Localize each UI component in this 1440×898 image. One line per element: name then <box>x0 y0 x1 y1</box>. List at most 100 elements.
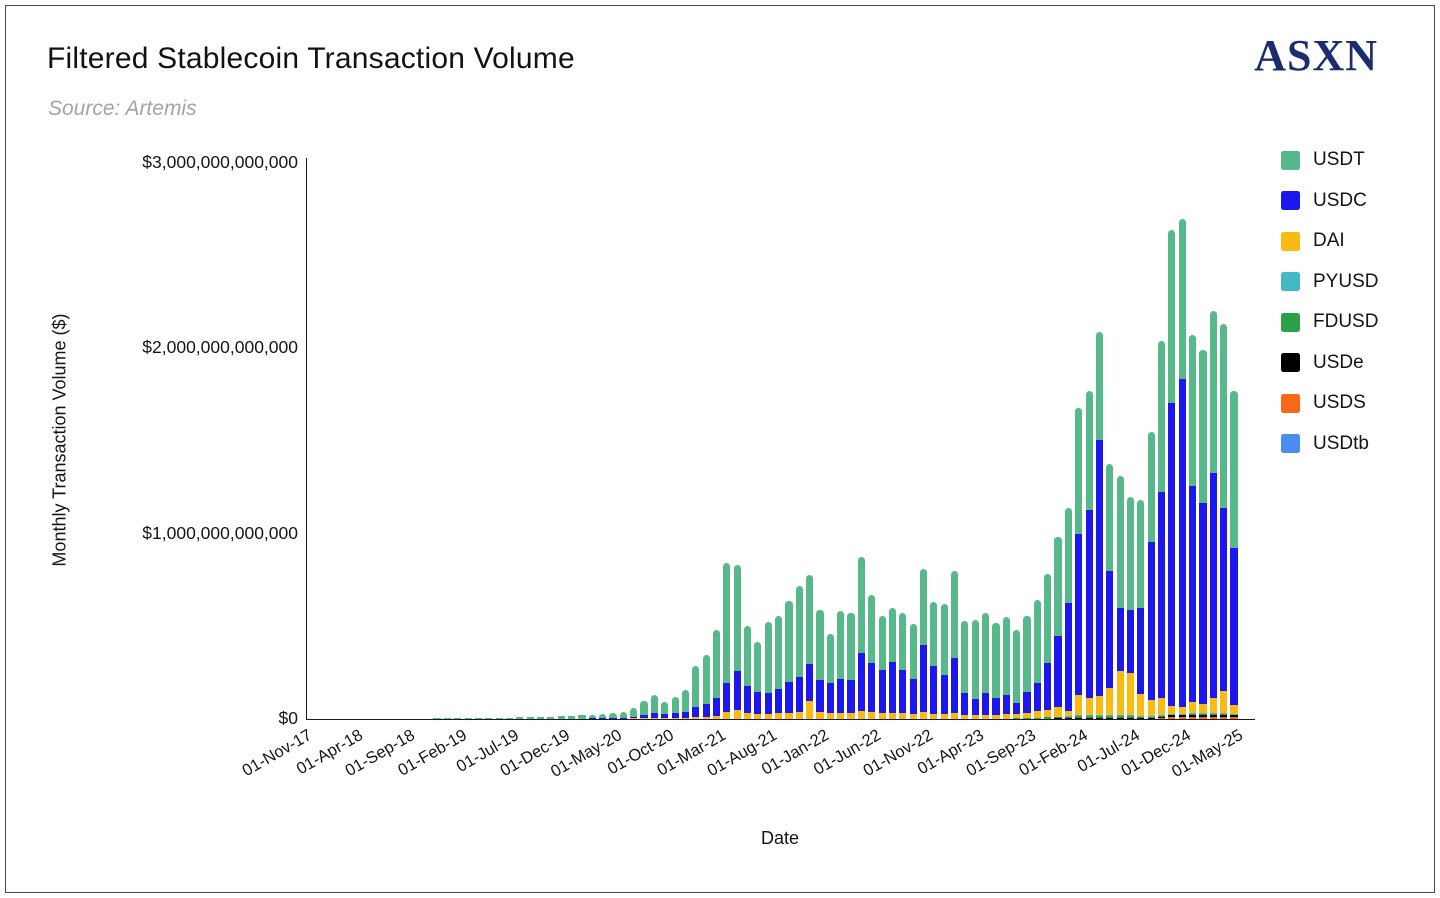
bar-segment-USDC-Apr-23 <box>971 699 979 716</box>
bar-segment-USDT-Mar-20 <box>588 714 596 719</box>
bar-segment-USDT-Mar-25 <box>1209 311 1217 473</box>
bar-segment-USDS-Dec-24 <box>1178 717 1186 719</box>
bar-segment-USDC-Sep-21 <box>775 689 783 714</box>
bar-segment-USDT-Nov-19 <box>547 716 555 719</box>
bar-segment-FDUSD-Apr-25 <box>1220 713 1228 715</box>
bar-segment-DAI-Sep-23 <box>1023 712 1031 719</box>
y-tick-label: $2,000,000,000,000 <box>142 337 298 358</box>
bar-segment-PYUSD-Feb-25 <box>1199 713 1207 714</box>
bar-segment-USDC-Aug-21 <box>764 693 772 714</box>
bar-segment-FDUSD-Nov-23 <box>1044 717 1052 719</box>
bar-segment-USDe-Jan-24 <box>1064 718 1072 719</box>
bar-segment-DAI-Sep-21 <box>775 713 783 719</box>
bar-segment-USDC-Oct-24 <box>1157 491 1166 698</box>
bar-segment-DAI-May-22 <box>857 710 865 719</box>
bar-segment-USDe-Jul-24 <box>1126 717 1135 719</box>
bar-segment-USDS-Mar-25 <box>1209 716 1217 719</box>
bar-segment-DAI-May-24 <box>1106 688 1114 716</box>
bar-segment-USDT-Aug-22 <box>888 607 897 662</box>
bar-segment-USDC-Nov-24 <box>1168 402 1176 706</box>
bar-segment-USDS-Apr-25 <box>1220 716 1228 719</box>
bar-segment-DAI-Jan-22 <box>816 711 824 719</box>
legend-label-USDC: USDC <box>1313 189 1367 211</box>
bar-segment-USDT-Jun-21 <box>743 626 752 686</box>
bar-segment-DAI-Jun-22 <box>868 711 876 719</box>
bar-segment-USDT-Jun-22 <box>868 595 876 663</box>
bar-segment-FDUSD-Jan-25 <box>1189 713 1197 715</box>
bar-segment-USDS-Feb-25 <box>1199 716 1207 719</box>
bar-segment-USDT-Sep-20 <box>650 694 658 714</box>
bar-segment-USDC-Sep-24 <box>1147 541 1155 700</box>
bar-segment-DAI-Apr-21 <box>723 712 731 719</box>
bar-segment-DAI-Oct-23 <box>1033 710 1041 718</box>
bar-segment-DAI-Jun-21 <box>743 713 752 719</box>
bar-segment-FDUSD-Dec-24 <box>1178 714 1186 716</box>
bar-segment-USDT-Oct-20 <box>661 702 669 714</box>
bar-segment-USDC-Mar-23 <box>961 692 969 715</box>
bar-segment-USDT-Sep-19 <box>526 717 534 719</box>
bar-segment-DAI-Apr-23 <box>971 715 979 719</box>
bar-segment-DAI-Jul-24 <box>1126 673 1135 716</box>
bar-segment-USDe-May-25 <box>1230 714 1238 717</box>
bar-segment-USDT-Dec-19 <box>557 716 565 719</box>
x-axis-line <box>305 718 1255 721</box>
bar-segment-USDT-Jun-20 <box>619 711 627 718</box>
bar-segment-DAI-Nov-21 <box>795 711 803 719</box>
bar-segment-USDT-Oct-19 <box>536 716 545 719</box>
bar-segment-USDT-Jun-19 <box>495 717 503 719</box>
bar-segment-USDe-Mar-24 <box>1085 717 1093 719</box>
bar-segment-USDC-Feb-25 <box>1199 502 1207 705</box>
bar-segment-USDC-Feb-23 <box>950 657 959 714</box>
bar-segment-USDT-Mar-23 <box>961 620 969 693</box>
bar-segment-USDT-Apr-25 <box>1220 324 1228 509</box>
bar-segment-USDC-Apr-21 <box>723 682 731 713</box>
bar-segment-USDT-May-23 <box>982 613 990 694</box>
bar-segment-USDC-Jul-20 <box>630 716 638 719</box>
bar-segment-USDC-Jun-21 <box>743 685 752 714</box>
bar-segment-USDT-Mar-22 <box>837 610 845 680</box>
bar-segment-USDT-May-19 <box>485 717 493 719</box>
bar-segment-DAI-Feb-23 <box>950 713 959 719</box>
bar-segment-DAI-Feb-21 <box>702 716 710 719</box>
legend-swatch-DAI <box>1281 231 1300 251</box>
bar-segment-USDT-Aug-20 <box>640 701 648 715</box>
legend-label-USDS: USDS <box>1313 392 1366 413</box>
bar-segment-USDC-Apr-24 <box>1095 439 1104 696</box>
bar-segment-USDC-Aug-20 <box>640 714 648 718</box>
bar-segment-USDC-Mar-22 <box>837 679 845 713</box>
legend-swatch-PYUSD <box>1281 272 1300 291</box>
bar-segment-USDT-May-24 <box>1106 463 1114 571</box>
legend-item-USDC: USDC <box>1281 189 1378 211</box>
bar-segment-FDUSD-Feb-25 <box>1199 713 1207 715</box>
bar-segment-USDT-Apr-19 <box>474 718 483 719</box>
bar-segment-USDC-Aug-24 <box>1137 608 1145 695</box>
bar-segment-FDUSD-Sep-23 <box>1023 718 1031 719</box>
bar-segment-DAI-Jul-23 <box>1002 714 1010 719</box>
bar-segment-DAI-Dec-24 <box>1178 706 1186 714</box>
bar-segment-DAI-Jan-24 <box>1064 710 1072 717</box>
bar-segment-USDT-Sep-24 <box>1147 431 1155 542</box>
legend-label-DAI: DAI <box>1313 230 1345 251</box>
bar-segment-DAI-Jun-24 <box>1116 670 1124 715</box>
bar-segment-USDe-Mar-25 <box>1209 714 1217 717</box>
bar-segment-USDC-Jan-25 <box>1189 486 1197 703</box>
asxn-logo: ASXN <box>1254 31 1378 80</box>
bar-segment-USDC-Jan-22 <box>816 680 824 712</box>
bar-segment-USDT-Feb-22 <box>826 633 834 683</box>
bar-segment-USDC-May-24 <box>1106 570 1114 689</box>
bar-segment-USDT-Nov-23 <box>1044 574 1052 663</box>
legend-swatch-FDUSD <box>1281 312 1300 332</box>
bar-segment-DAI-Jul-21 <box>754 714 762 719</box>
bar-segment-DAI-Mar-23 <box>961 714 969 719</box>
bar-segment-DAI-Nov-20 <box>671 717 679 719</box>
bar-segment-USDC-Feb-24 <box>1075 533 1083 696</box>
legend-item-PYUSD: PYUSD <box>1281 271 1378 292</box>
bar-segment-DAI-Apr-22 <box>847 712 855 719</box>
bar-segment-USDT-Sep-21 <box>775 615 783 690</box>
bar-segment-USDT-Nov-21 <box>795 585 803 677</box>
bar-segment-FDUSD-Sep-24 <box>1147 716 1155 718</box>
bar-segment-PYUSD-Apr-25 <box>1220 713 1228 714</box>
bar-segment-USDT-Jan-21 <box>692 666 700 707</box>
y-axis-title: Monthly Transaction Volume ($) <box>49 313 70 567</box>
bar-segment-USDC-Dec-24 <box>1178 379 1186 707</box>
